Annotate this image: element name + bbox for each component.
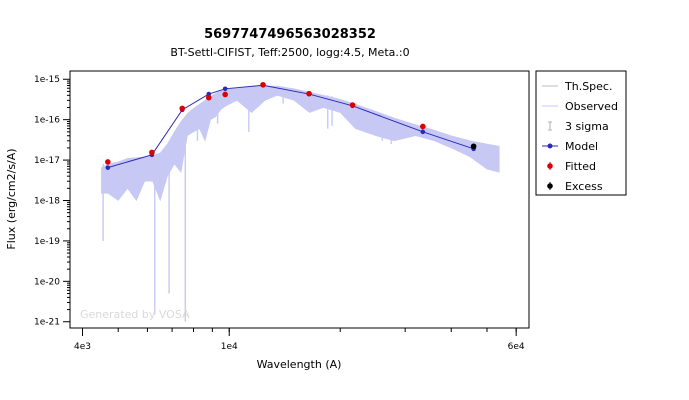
model-line [107, 84, 474, 169]
x-axis-label: Wavelength (A) [257, 358, 342, 371]
legend-excess-label: Excess [565, 180, 603, 193]
legend-3sigma-label: 3 sigma [565, 120, 609, 133]
y-tick-label: 1e-20 [34, 277, 60, 287]
model-point [222, 86, 228, 92]
fitted-point [420, 123, 426, 130]
x-tick-label: 6e4 [508, 342, 525, 352]
legend-3sigma-swatch [548, 121, 552, 131]
y-tick-label: 1e-18 [34, 196, 60, 206]
fitted-point [260, 81, 266, 88]
legend-fitted-label: Fitted [565, 160, 596, 173]
plot-frame [69, 70, 530, 329]
chart-subtitle: BT-Settl-CIFIST, Teff:2500, logg:4.5, Me… [170, 46, 409, 59]
legend-fitted-swatch [547, 162, 553, 170]
y-tick-label: 1e-19 [34, 237, 60, 247]
fitted-point [149, 149, 155, 156]
theoretical-spectrum [101, 85, 500, 322]
fitted-point [205, 94, 212, 101]
legend-model-label: Model [565, 140, 598, 153]
watermark: Generated by VOSA [80, 308, 190, 321]
legend-model-swatch [542, 143, 558, 149]
y-tick-label: 1e-16 [34, 116, 60, 126]
legend-observed-label: Observed [565, 100, 618, 113]
x-tick-label: 4e3 [74, 342, 91, 352]
fitted-point [105, 159, 111, 165]
y-tick-label: 1e-21 [34, 318, 60, 328]
y-tick-label: 1e-17 [34, 156, 60, 166]
model-point [105, 165, 111, 170]
y-axis-label: Flux (erg/cm2/s/A) [5, 148, 18, 249]
x-tick-label: 1e4 [221, 342, 238, 352]
fitted-point [349, 102, 356, 108]
legend: Th.Spec. Observed 3 sigma Model Fitted E… [535, 70, 627, 196]
model-point [420, 129, 426, 135]
fitted-point [179, 105, 186, 112]
legend-box [535, 70, 627, 196]
excess-point [470, 143, 477, 150]
legend-excess-swatch [547, 182, 553, 190]
fitted-point [306, 90, 312, 97]
spectrum-band [101, 85, 500, 202]
legend-thspec-label: Th.Spec. [564, 80, 612, 93]
fitted-point [222, 91, 228, 98]
chart-title: 5697747496563028352 [204, 27, 376, 42]
axis-ticks: 4e3 1e4 6e4 1e-15 1e-16 1e-17 1e-18 1e-19 1e-20 1… [34, 75, 525, 352]
y-tick-label: 1e-15 [34, 75, 60, 85]
photometry-points [105, 81, 477, 165]
